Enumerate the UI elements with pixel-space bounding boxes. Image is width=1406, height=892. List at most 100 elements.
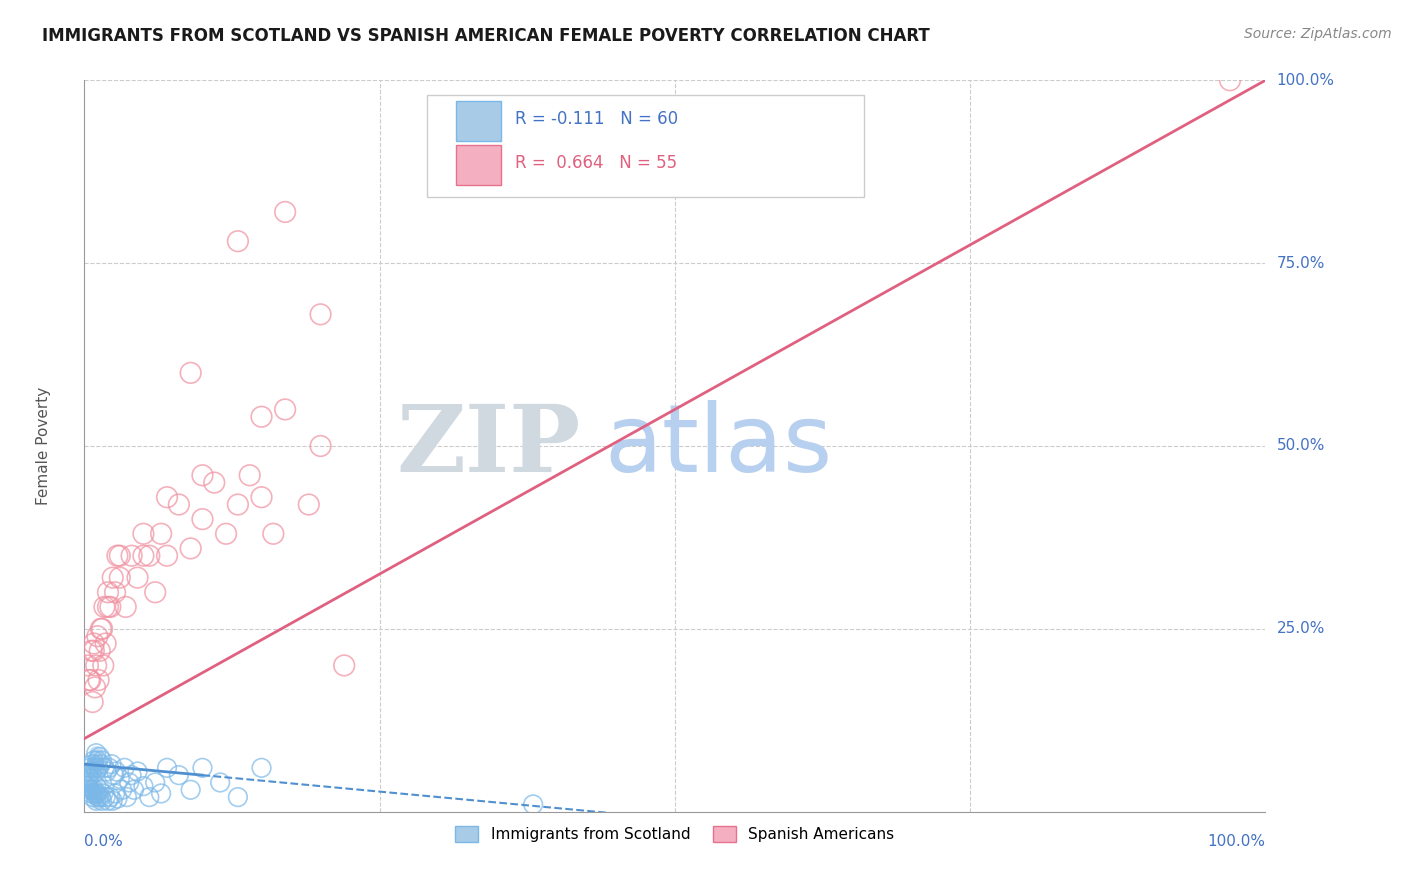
Point <box>77 775 100 789</box>
Point <box>122 782 145 797</box>
Point <box>167 498 190 512</box>
Point <box>93 599 115 614</box>
Point <box>84 779 107 793</box>
Point <box>79 761 101 775</box>
Point <box>83 754 105 768</box>
Point <box>89 644 111 658</box>
Text: 25.0%: 25.0% <box>1277 622 1324 636</box>
Point <box>87 673 110 687</box>
Point <box>84 761 107 775</box>
Point <box>84 746 107 760</box>
Point <box>115 790 138 805</box>
Point <box>97 585 120 599</box>
Point <box>80 764 103 779</box>
Point <box>83 636 105 650</box>
Point <box>84 764 107 779</box>
Point <box>86 787 108 801</box>
Point <box>262 526 284 541</box>
Point <box>91 622 114 636</box>
Point <box>77 772 100 786</box>
Point <box>87 761 110 775</box>
Point <box>226 790 249 805</box>
Point <box>83 782 105 797</box>
Point <box>90 790 112 805</box>
Point <box>127 571 149 585</box>
Point <box>97 599 120 614</box>
Point <box>76 779 98 793</box>
Point <box>84 764 107 779</box>
Point <box>83 754 105 768</box>
Point <box>97 794 120 808</box>
Point <box>191 512 214 526</box>
Point <box>108 772 131 786</box>
Point <box>77 658 100 673</box>
Text: ZIP: ZIP <box>396 401 581 491</box>
Point <box>79 782 101 797</box>
Point <box>180 366 202 380</box>
Text: 100.0%: 100.0% <box>1277 73 1334 87</box>
Point <box>143 775 166 789</box>
Point <box>180 541 202 556</box>
Point <box>138 549 160 563</box>
Point <box>82 757 104 772</box>
Point <box>79 782 101 797</box>
Text: 0.0%: 0.0% <box>84 834 124 848</box>
Point <box>298 498 321 512</box>
Point <box>333 658 356 673</box>
Point <box>309 307 332 321</box>
Point <box>80 644 103 658</box>
Point <box>82 695 104 709</box>
Point <box>118 775 141 789</box>
Point <box>107 791 129 805</box>
Point <box>156 490 179 504</box>
Point <box>191 761 214 775</box>
Point <box>103 768 125 782</box>
Point <box>202 475 225 490</box>
Point <box>226 234 249 248</box>
Point <box>82 790 104 805</box>
Point <box>104 585 127 599</box>
Point <box>84 787 107 801</box>
Legend: Immigrants from Scotland, Spanish Americans: Immigrants from Scotland, Spanish Americ… <box>450 820 900 848</box>
Point <box>250 409 273 424</box>
Text: IMMIGRANTS FROM SCOTLAND VS SPANISH AMERICAN FEMALE POVERTY CORRELATION CHART: IMMIGRANTS FROM SCOTLAND VS SPANISH AMER… <box>42 27 929 45</box>
Point <box>77 772 100 786</box>
Point <box>101 794 124 808</box>
Point <box>121 768 143 782</box>
Point <box>108 549 131 563</box>
Point <box>80 764 103 779</box>
Point <box>86 754 108 768</box>
FancyBboxPatch shape <box>427 95 863 197</box>
Point <box>82 790 104 805</box>
Point <box>84 794 107 808</box>
Text: 100.0%: 100.0% <box>1208 834 1265 848</box>
Point <box>156 549 179 563</box>
Point <box>83 644 105 658</box>
Point <box>111 782 134 797</box>
Point <box>107 549 129 563</box>
Point <box>239 468 262 483</box>
Point <box>84 681 107 695</box>
Point <box>167 768 190 782</box>
Point <box>91 658 114 673</box>
Point <box>87 790 110 805</box>
Point <box>132 779 155 793</box>
Point <box>191 468 214 483</box>
Point <box>77 775 100 789</box>
Point <box>522 797 544 812</box>
Point <box>150 526 173 541</box>
Text: 50.0%: 50.0% <box>1277 439 1324 453</box>
Point <box>98 599 121 614</box>
Point <box>89 749 111 764</box>
Point <box>94 636 117 650</box>
Point <box>84 779 107 793</box>
Point <box>87 790 110 805</box>
Point <box>274 205 297 219</box>
Point <box>121 549 143 563</box>
Point <box>76 779 98 793</box>
Point <box>80 787 103 801</box>
Point <box>215 526 238 541</box>
Point <box>104 787 127 801</box>
Point <box>127 764 149 779</box>
Point <box>93 761 115 775</box>
